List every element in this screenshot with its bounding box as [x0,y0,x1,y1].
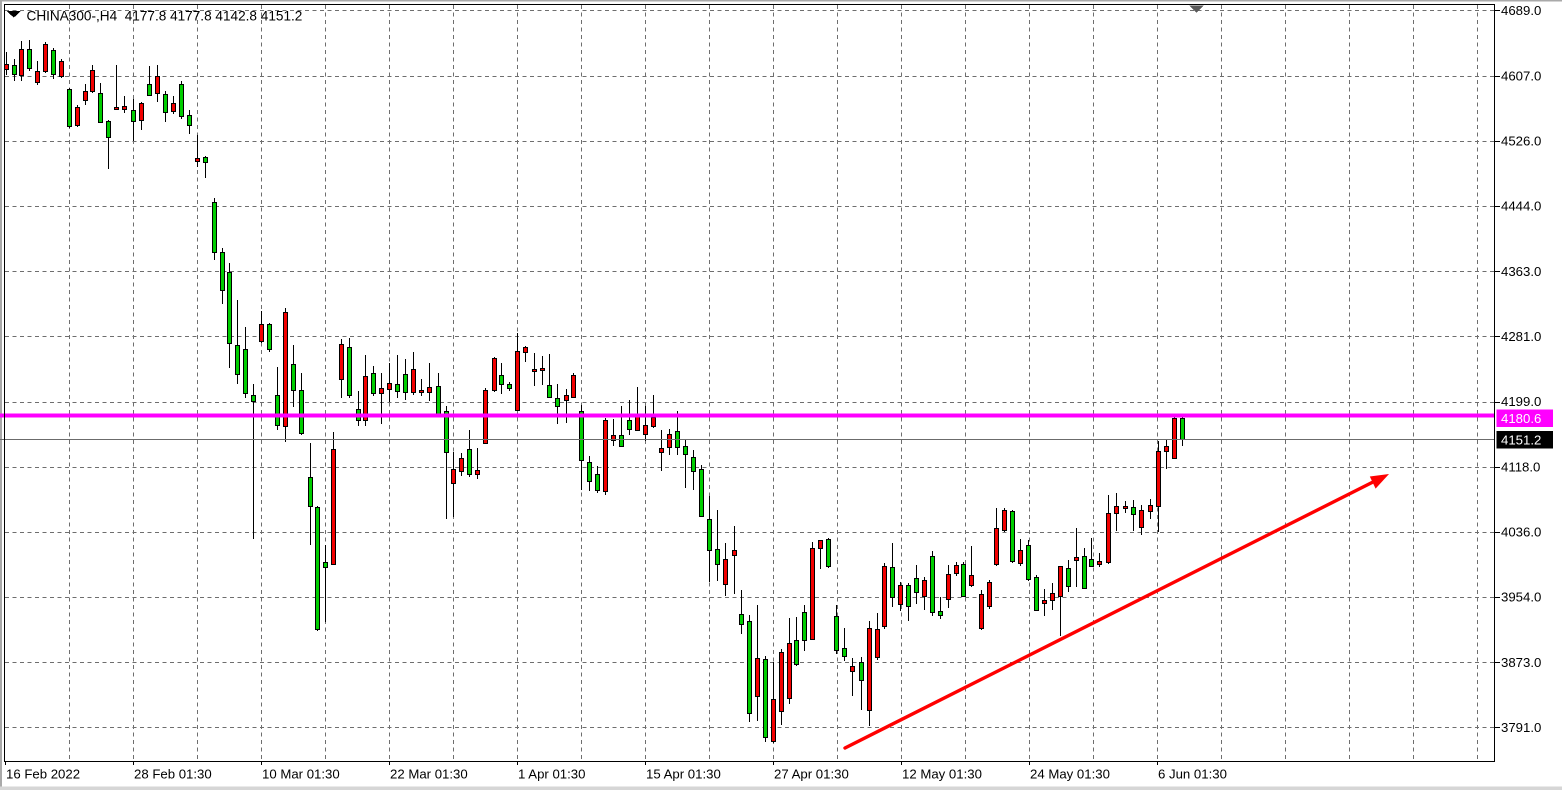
svg-text:3954.0: 3954.0 [1501,590,1541,605]
svg-text:27 Apr 01:30: 27 Apr 01:30 [774,767,849,782]
svg-text:CHINA300-,H4 4177.8 4177.8 41: CHINA300-,H4 4177.8 4177.8 4142.8 4151.2 [27,8,303,23]
svg-text:4526.0: 4526.0 [1501,134,1541,149]
svg-text:4363.0: 4363.0 [1501,264,1541,279]
svg-text:28 Feb 01:30: 28 Feb 01:30 [134,767,212,782]
svg-text:16 Feb 2022: 16 Feb 2022 [6,767,80,782]
svg-text:4607.0: 4607.0 [1501,68,1541,83]
svg-text:4281.0: 4281.0 [1501,329,1541,344]
svg-text:15 Apr 01:30: 15 Apr 01:30 [646,767,721,782]
svg-text:10 Mar 01:30: 10 Mar 01:30 [262,767,340,782]
svg-text:22 Mar 01:30: 22 Mar 01:30 [390,767,468,782]
svg-text:3873.0: 3873.0 [1501,655,1541,670]
svg-text:12 May 01:30: 12 May 01:30 [902,767,982,782]
svg-text:24 May 01:30: 24 May 01:30 [1030,767,1110,782]
svg-text:4199.0: 4199.0 [1501,394,1541,409]
svg-text:6 Jun 01:30: 6 Jun 01:30 [1158,767,1227,782]
svg-text:1 Apr 01:30: 1 Apr 01:30 [518,767,585,782]
svg-text:4444.0: 4444.0 [1501,199,1541,214]
svg-text:4118.0: 4118.0 [1501,459,1540,474]
svg-text:4151.2: 4151.2 [1501,432,1541,447]
svg-text:4036.0: 4036.0 [1501,525,1541,540]
svg-text:4689.0: 4689.0 [1501,3,1541,18]
svg-text:3791.0: 3791.0 [1501,720,1541,735]
svg-text:4180.6: 4180.6 [1501,411,1541,426]
